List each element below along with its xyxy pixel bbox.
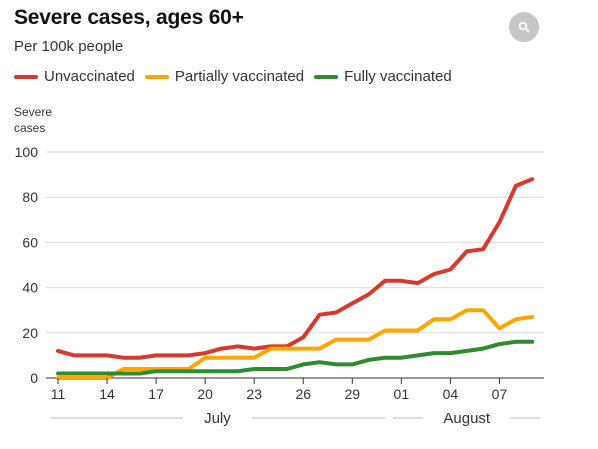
series-lines <box>56 177 535 380</box>
x-tick-label: 11 <box>51 386 66 402</box>
chart-legend: Unvaccinated Partially vaccinated Fully … <box>14 68 462 85</box>
month-label: August <box>443 410 491 427</box>
legend-label: Partially vaccinated <box>174 68 305 85</box>
y-tick-label: 20 <box>22 325 38 341</box>
legend-item-unvaccinated: Unvaccinated <box>14 68 135 85</box>
legend-label: Fully vaccinated <box>344 68 452 85</box>
x-tick-label: 14 <box>99 386 115 402</box>
x-tick-label: 04 <box>443 386 459 402</box>
x-tick-label: 29 <box>345 386 361 402</box>
x-tick-label: 26 <box>295 386 311 402</box>
legend-item-partially-vaccinated: Partially vaccinated <box>144 68 305 85</box>
legend-swatch <box>144 74 169 79</box>
y-tick-label: 60 <box>22 234 38 250</box>
series-line-partially-vaccinated <box>56 308 535 380</box>
x-tick-label: 01 <box>394 386 410 402</box>
legend-item-fully-vaccinated: Fully vaccinated <box>314 68 452 85</box>
chart-subtitle: Per 100k people <box>14 38 124 55</box>
chart-title: Severe cases, ages 60+ <box>14 6 244 29</box>
x-tick-label: 07 <box>492 386 508 402</box>
series-line-unvaccinated <box>56 177 535 360</box>
month-label: July <box>204 410 231 427</box>
grid: 100 80 60 40 20 0 <box>15 144 544 386</box>
y-axis-label-line2: cases <box>14 121 45 135</box>
legend-label: Unvaccinated <box>44 68 135 85</box>
y-tick-label: 100 <box>15 144 39 160</box>
x-axis: 11 14 17 20 23 26 29 01 04 07 July August <box>49 378 541 427</box>
series-line-fully-vaccinated <box>56 339 535 376</box>
x-tick-label: 23 <box>246 386 262 402</box>
x-tick-label: 17 <box>148 386 164 402</box>
legend-swatch <box>314 74 339 79</box>
y-tick-label: 40 <box>22 280 38 296</box>
y-axis-label-line1: Severe <box>14 105 52 119</box>
legend-swatch <box>14 74 38 79</box>
y-tick-label: 80 <box>22 189 38 205</box>
zoom-button[interactable] <box>509 12 539 42</box>
magnifier-icon <box>518 21 530 33</box>
y-tick-label: 0 <box>30 370 38 386</box>
x-tick-label: 20 <box>197 386 213 402</box>
